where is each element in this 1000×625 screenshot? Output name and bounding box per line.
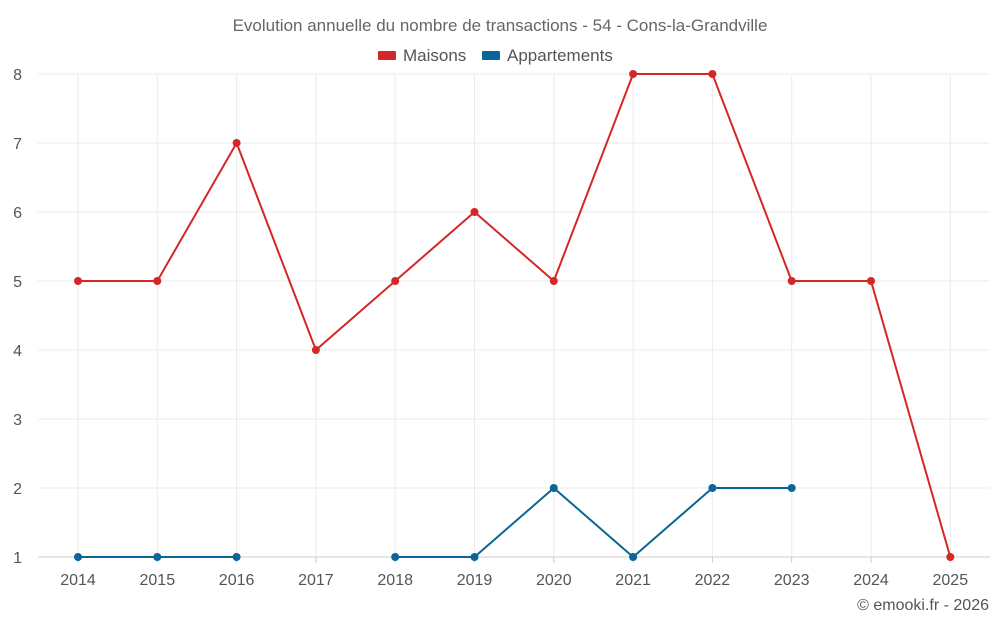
x-tick-label: 2017	[298, 572, 334, 589]
data-point-maisons[interactable]	[629, 70, 638, 78]
y-tick-label: 1	[13, 550, 22, 567]
data-point-maisons[interactable]	[232, 139, 241, 147]
data-point-maisons[interactable]	[470, 208, 479, 216]
credit-text: © emooki.fr - 2026	[857, 597, 989, 614]
x-tick-label: 2025	[933, 572, 969, 589]
y-tick-label: 7	[13, 136, 22, 153]
x-tick-label: 2014	[60, 572, 96, 589]
y-tick-label: 8	[13, 67, 22, 84]
data-point-appartements[interactable]	[787, 484, 796, 492]
data-point-maisons[interactable]	[391, 277, 400, 285]
legend-label-maisons[interactable]: Maisons	[403, 46, 466, 65]
legend-swatch-maisons	[378, 51, 396, 60]
chart-title: Evolution annuelle du nombre de transact…	[233, 16, 768, 35]
data-point-maisons[interactable]	[946, 553, 955, 561]
data-point-appartements[interactable]	[629, 553, 638, 561]
series-appartements	[74, 484, 796, 561]
data-point-maisons[interactable]	[74, 277, 82, 285]
x-tick-label: 2018	[377, 572, 413, 589]
data-point-appartements[interactable]	[391, 553, 400, 561]
y-tick-label: 6	[13, 205, 22, 222]
y-tick-label: 4	[13, 343, 22, 360]
x-tick-label: 2019	[457, 572, 493, 589]
x-tick-label: 2021	[615, 572, 651, 589]
legend-swatch-appartements	[482, 51, 500, 60]
x-tick-label: 2022	[695, 572, 731, 589]
legend: Maisons Appartements	[378, 46, 613, 65]
series-maisons	[74, 70, 955, 561]
data-point-appartements[interactable]	[153, 553, 162, 561]
data-point-maisons[interactable]	[549, 277, 558, 285]
x-tick-label: 2015	[140, 572, 176, 589]
data-point-appartements[interactable]	[708, 484, 717, 492]
x-tick-label: 2023	[774, 572, 810, 589]
data-point-maisons[interactable]	[787, 277, 796, 285]
data-point-appartements[interactable]	[74, 553, 82, 561]
y-tick-label: 5	[13, 274, 22, 291]
data-point-appartements[interactable]	[232, 553, 241, 561]
data-point-maisons[interactable]	[153, 277, 162, 285]
legend-label-appartements[interactable]: Appartements	[507, 46, 613, 65]
y-tick-label: 3	[13, 412, 22, 429]
data-point-appartements[interactable]	[549, 484, 558, 492]
series	[74, 70, 955, 561]
x-tick-label: 2016	[219, 572, 255, 589]
data-point-maisons[interactable]	[311, 346, 320, 354]
grid	[38, 73, 990, 558]
y-tick-label: 2	[13, 481, 22, 498]
x-tick-label: 2020	[536, 572, 572, 589]
axes: 1 2 3 4 5 6 7 8 2014 2015 2016 2017 2018 2019 2020 2021…	[13, 67, 990, 589]
data-point-maisons[interactable]	[708, 70, 717, 78]
series-line-maisons	[78, 73, 952, 558]
data-point-maisons[interactable]	[867, 277, 875, 285]
series-line-appartements	[395, 487, 792, 558]
data-point-appartements[interactable]	[470, 553, 479, 561]
x-tick-label: 2024	[853, 572, 889, 589]
